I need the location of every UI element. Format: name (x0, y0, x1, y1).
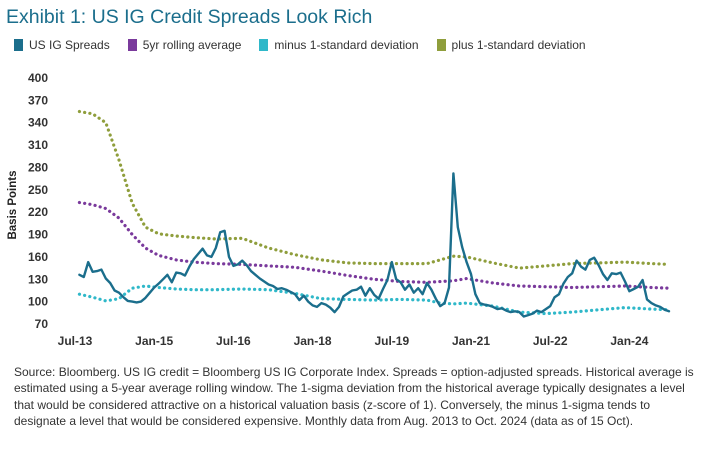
legend-swatch (14, 39, 23, 51)
legend-item-plus-1-sd: plus 1-standard deviation (436, 38, 586, 52)
y-tick-label: 70 (35, 317, 49, 331)
legend-item-5yr-rolling-average: 5yr rolling average (127, 38, 242, 52)
x-tick-label: Jul-13 (58, 334, 93, 348)
x-tick-label: Jul-16 (216, 334, 251, 348)
y-tick-label: 340 (28, 116, 48, 130)
source-note: Source: Bloomberg. US IG credit = Bloomb… (14, 365, 694, 428)
chart-title: Exhibit 1: US IG Credit Spreads Look Ric… (6, 6, 373, 28)
y-tick-label: 100 (28, 295, 48, 309)
legend-swatch (259, 39, 269, 51)
y-tick-label: 160 (28, 250, 48, 264)
series-line-us-ig-spreads (78, 172, 671, 318)
legend-label: plus 1-standard deviation (451, 38, 586, 52)
x-tick-label: Jul-22 (533, 334, 568, 348)
y-axis-label: Basis Points (7, 170, 19, 239)
x-tick-label: Jul-19 (374, 334, 409, 348)
y-tick-label: 250 (28, 183, 48, 197)
legend-swatch (127, 39, 137, 51)
legend-item-minus-1-sd: minus 1-standard deviation (259, 38, 419, 52)
series-line-minus-1-standard-deviation (77, 284, 671, 316)
x-tick-label: Jan-21 (452, 334, 490, 348)
y-tick-label: 190 (28, 228, 48, 242)
legend-label: 5yr rolling average (142, 38, 242, 52)
x-tick-label: Jan-24 (610, 334, 648, 348)
legend-label: US IG Spreads (29, 38, 110, 52)
y-tick-label: 400 (28, 71, 48, 85)
legend-label: minus 1-standard deviation (274, 38, 419, 52)
y-tick-label: 280 (28, 160, 48, 174)
y-tick-label: 130 (28, 272, 48, 286)
chart-plot-area: Basis Points 70 100 130 160 190 220 250 280 310 3… (7, 71, 671, 348)
y-tick-label: 310 (28, 138, 48, 152)
chart-legend: US IG Spreads 5yr rolling average minus … (14, 38, 604, 52)
y-tick-label: 370 (28, 93, 48, 107)
x-tick-label: Jan-18 (294, 334, 332, 348)
series-line-5yr-rolling-average (77, 200, 671, 290)
legend-item-us-ig-spreads: US IG Spreads (14, 38, 110, 52)
x-tick-label: Jan-15 (135, 334, 173, 348)
series-line-plus-1-standard-deviation (77, 109, 671, 270)
legend-swatch (436, 39, 446, 51)
y-tick-label: 220 (28, 205, 48, 219)
